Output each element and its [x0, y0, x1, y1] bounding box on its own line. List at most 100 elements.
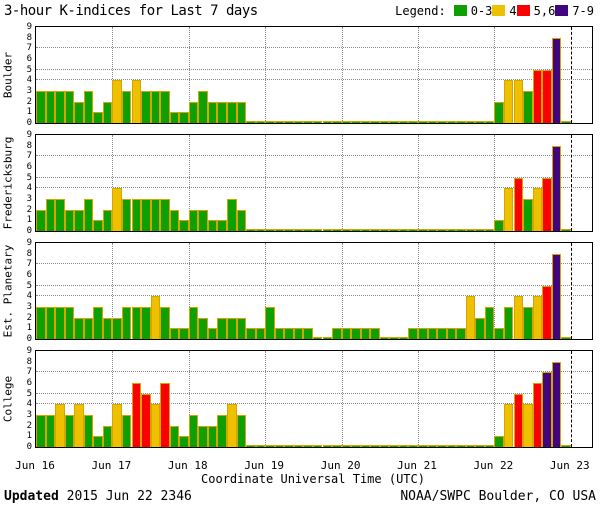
y-tick-label: 1	[26, 431, 32, 442]
k-index-bar	[284, 445, 294, 447]
y-tick-label: 4	[26, 399, 32, 410]
k-index-bar	[418, 229, 428, 231]
station-name: Est. Planetary	[1, 244, 14, 338]
k-index-bar	[141, 393, 151, 447]
k-index-bar	[274, 445, 285, 447]
day-gridline	[494, 135, 496, 231]
k-index-bar	[45, 415, 56, 447]
station-panel: College 0 1 2 3 4 5 6 7 8 9	[0, 347, 600, 452]
credit-text: NOAA/SWPC Boulder, CO USA	[400, 489, 596, 504]
horizontal-gridline	[36, 284, 592, 286]
x-tick-label: Jun 19	[244, 459, 285, 472]
station-label: Est. Planetary	[0, 242, 15, 340]
k-index-bar	[446, 121, 457, 123]
x-tick-label: Jun 17	[91, 459, 132, 472]
day-gridline	[418, 135, 419, 231]
y-tick-label: 5	[26, 388, 32, 399]
k-index-bar	[160, 307, 170, 339]
k-index-bar	[150, 404, 161, 447]
k-index-bar	[408, 121, 418, 123]
k-index-bar	[255, 229, 266, 231]
k-index-bar	[131, 80, 142, 123]
k-index-bar	[198, 317, 208, 339]
k-index-bar	[341, 445, 352, 447]
k-index-bar	[475, 445, 485, 447]
k-index-bar	[160, 383, 170, 447]
k-index-bar	[131, 307, 142, 339]
k-index-bar	[36, 91, 46, 123]
day-gridline	[494, 27, 496, 123]
k-index-bar	[217, 220, 227, 231]
k-index-bar	[370, 445, 380, 447]
legend-swatch-icon	[555, 5, 569, 16]
x-tick-label: Jun 23	[549, 459, 590, 472]
k-index-bar	[561, 337, 571, 339]
y-tick-label: 6	[26, 162, 32, 172]
k-index-bar	[341, 328, 352, 339]
k-index-bar	[188, 307, 199, 339]
k-index-bar	[465, 121, 476, 123]
k-index-bar	[418, 328, 428, 339]
k-index-bar	[494, 328, 504, 339]
y-tick-label: 9	[26, 22, 32, 32]
chart-header: 3-hour K-indices for Last 7 days Legend:…	[0, 0, 600, 27]
k-index-bar	[83, 91, 94, 123]
y-tick-label: 9	[26, 130, 32, 140]
k-index-bar	[503, 188, 514, 231]
k-index-bar	[160, 199, 170, 231]
k-index-bar	[198, 425, 208, 447]
k-index-bar	[341, 121, 352, 123]
current-time-dashed-line	[570, 243, 572, 339]
k-index-bar	[532, 69, 543, 123]
plot-area	[35, 26, 593, 124]
k-index-bar	[227, 101, 237, 123]
k-index-bar	[207, 220, 218, 231]
k-index-bar	[36, 307, 46, 339]
k-index-bar	[523, 307, 533, 339]
updated-timestamp: Updated 2015 Jun 22 2346	[0, 489, 192, 504]
x-tick-label: Jun 22	[473, 459, 514, 472]
k-index-bar	[274, 229, 285, 231]
k-index-bar	[246, 229, 256, 231]
k-index-bar	[475, 229, 485, 231]
k-index-bar	[255, 121, 266, 123]
station-panels: Boulder 0 1 2 3 4 5 6 7 8 9 Fredericksburg 0 1 2 3 4 5 6 7 8…	[0, 22, 600, 458]
legend-item-label: 4	[509, 4, 517, 18]
k-index-bar	[523, 404, 533, 447]
k-index-bar	[418, 121, 428, 123]
k-index-bar	[36, 209, 46, 231]
k-index-bar	[398, 121, 409, 123]
horizontal-gridline	[36, 176, 592, 178]
k-index-bar	[322, 445, 333, 447]
k-index-bar	[456, 445, 466, 447]
x-tick-label: Jun 21	[397, 459, 437, 472]
k-index-bar	[45, 91, 56, 123]
k-index-bar	[64, 307, 75, 339]
k-index-bar	[312, 121, 323, 123]
k-index-bar	[303, 121, 313, 123]
x-tick-label: Jun 16	[15, 459, 55, 472]
y-tick-label: 2	[26, 204, 32, 215]
k-index-bar	[284, 229, 294, 231]
horizontal-gridline	[36, 47, 592, 49]
y-tick-label: 0	[26, 226, 32, 236]
day-gridline	[494, 351, 496, 447]
k-index-bar	[513, 393, 524, 447]
k-index-bar	[389, 229, 399, 231]
k-index-bar	[446, 328, 457, 339]
k-index-bar	[561, 445, 571, 447]
k-index-bar	[389, 337, 399, 339]
station-label: Fredericksburg	[0, 134, 15, 232]
k-index-bar	[513, 80, 524, 123]
k-index-bar	[351, 445, 361, 447]
k-index-bar	[131, 199, 142, 231]
k-index-bar	[141, 199, 151, 231]
k-index-bar	[236, 101, 247, 123]
legend-items: 0-3 4 5,6 7-9	[453, 4, 594, 18]
k-index-bar	[408, 445, 418, 447]
k-index-bar	[36, 415, 46, 447]
k-index-bar	[379, 121, 390, 123]
y-tick-label: 9	[26, 238, 32, 248]
y-tick-label: 4	[26, 75, 32, 86]
